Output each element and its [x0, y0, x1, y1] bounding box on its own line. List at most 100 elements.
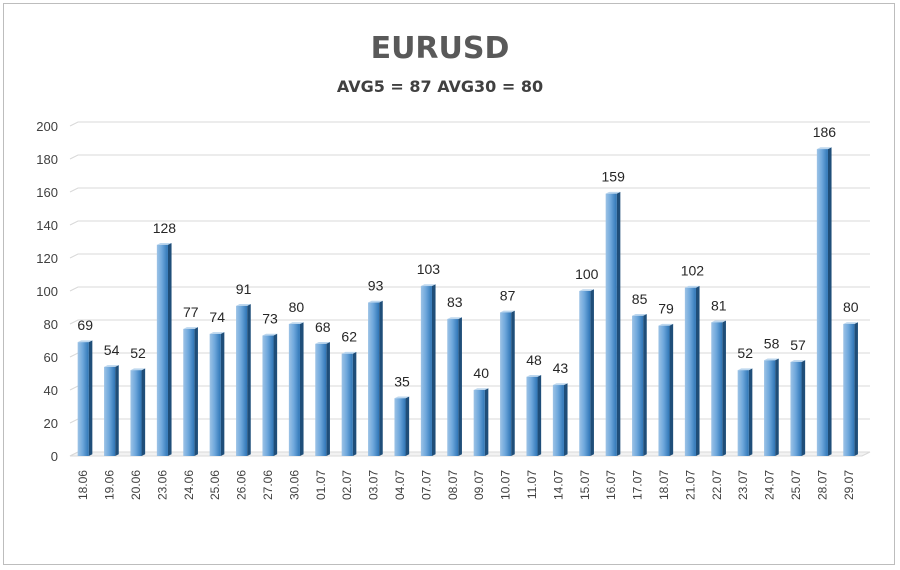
data-label: 43 [553, 360, 569, 376]
x-tick-label: 18.06 [76, 470, 90, 500]
x-tick-label: 27.06 [261, 470, 275, 500]
y-tick-label: 40 [44, 383, 58, 398]
x-tick-label: 14.07 [551, 470, 565, 500]
x-tick-label: 08.07 [446, 470, 460, 500]
data-label: 79 [658, 301, 674, 317]
data-label: 100 [575, 266, 599, 282]
bar [552, 383, 568, 456]
data-labels: 69 54 52 128 77 74 91 73 80 68 62 93 35 103 83 40 87 48 43… [77, 124, 858, 389]
x-tick-label: 30.06 [287, 470, 301, 500]
y-tick-label: 0 [51, 449, 58, 464]
data-label: 40 [473, 365, 489, 381]
x-tick-label: 29.07 [842, 470, 856, 500]
y-tick-label: 60 [44, 350, 58, 365]
x-tick-label: 18.07 [657, 470, 671, 500]
data-label: 128 [153, 220, 177, 236]
data-label: 80 [289, 299, 305, 315]
gridline [69, 220, 870, 226]
x-tick-label: 25.06 [208, 470, 222, 500]
bar [711, 320, 726, 456]
data-label: 80 [843, 299, 859, 315]
data-label: 48 [526, 352, 542, 368]
chart-title: EURUSD [371, 31, 510, 66]
data-label: 74 [209, 309, 225, 325]
gridline [69, 319, 870, 325]
bar [156, 243, 172, 456]
data-label: 93 [368, 278, 384, 294]
bars [77, 147, 858, 457]
data-label: 69 [77, 317, 93, 333]
x-tick-label: 17.07 [631, 470, 645, 500]
x-tick-label: 04.07 [393, 470, 407, 500]
y-tick-label: 20 [44, 416, 58, 431]
bar [764, 358, 779, 456]
data-label: 103 [417, 261, 441, 277]
x-tick-label: 16.07 [604, 470, 618, 500]
bar [526, 375, 542, 456]
bar [447, 317, 462, 456]
data-label: 54 [104, 342, 120, 358]
bar [104, 365, 119, 456]
bar [605, 191, 621, 456]
x-tick-label: 25.07 [789, 470, 803, 500]
x-tick-label: 07.07 [419, 470, 433, 500]
x-tick-label: 20.06 [129, 470, 143, 500]
bar [183, 327, 198, 456]
y-tick-label: 100 [36, 284, 58, 299]
bar [658, 323, 674, 456]
x-tick-label: 23.06 [155, 470, 169, 500]
data-label: 81 [711, 297, 727, 313]
x-tick-label: 28.07 [815, 470, 829, 500]
data-label: 57 [790, 337, 806, 353]
data-label: 87 [500, 287, 516, 303]
x-tick-label: 24.07 [763, 470, 777, 500]
x-tick-label: 15.07 [578, 470, 592, 500]
y-tick-label: 120 [36, 251, 58, 266]
bar [500, 310, 515, 456]
data-label: 83 [447, 294, 463, 310]
bar [262, 333, 278, 456]
data-label: 62 [341, 329, 357, 345]
bar [684, 285, 700, 456]
gridline [69, 286, 870, 292]
x-tick-label: 09.07 [472, 470, 486, 500]
x-tick-label: 11.07 [525, 470, 539, 499]
gridline [69, 154, 870, 160]
bar [341, 351, 357, 456]
bar [790, 360, 806, 456]
y-tick-label: 80 [44, 317, 58, 332]
bar [315, 342, 330, 456]
y-tick-label: 140 [36, 218, 58, 233]
data-label: 186 [813, 124, 837, 140]
bar [737, 368, 753, 456]
bar [816, 147, 832, 457]
bar [77, 340, 93, 456]
bar [209, 332, 225, 456]
x-tick-label: 03.07 [367, 470, 381, 500]
data-label: 91 [236, 281, 252, 297]
gridline [69, 187, 870, 193]
chart-subtitle: AVG5 = 87 AVG30 = 80 [337, 77, 543, 96]
data-label: 68 [315, 319, 331, 335]
chart-frame [3, 3, 895, 565]
bar [420, 284, 436, 456]
x-tick-label: 21.07 [683, 470, 697, 500]
data-label: 35 [394, 373, 410, 389]
bar [368, 300, 383, 456]
x-tick-label: 22.07 [710, 470, 724, 500]
bar [288, 322, 304, 456]
gridline [69, 253, 870, 259]
y-tick-label: 200 [36, 119, 58, 134]
bar [130, 368, 146, 456]
gridline [69, 121, 870, 127]
y-tick-label: 160 [36, 185, 58, 200]
data-label: 102 [681, 263, 705, 279]
data-label: 52 [737, 345, 753, 361]
data-label: 73 [262, 311, 278, 327]
x-tick-label: 26.06 [235, 470, 249, 500]
data-label: 159 [602, 169, 626, 185]
x-tick-label: 02.07 [340, 470, 354, 500]
y-tick-label: 180 [36, 152, 58, 167]
x-tick-label: 19.06 [103, 470, 117, 500]
